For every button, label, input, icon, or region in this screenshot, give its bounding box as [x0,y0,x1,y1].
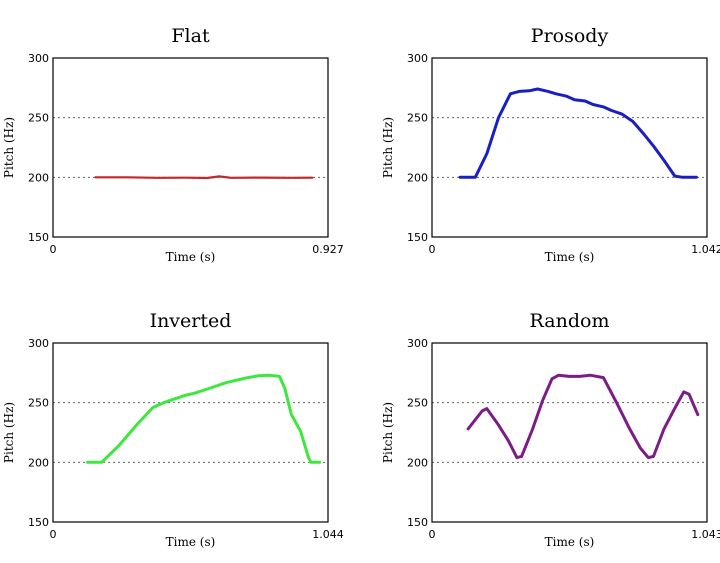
chart-title: Random [530,310,610,332]
y-tick-label: 200 [28,456,49,469]
chart-title: Flat [171,25,210,47]
x-tick-label: 0 [429,243,436,256]
y-axis-label: Pitch (Hz) [381,117,395,178]
chart-title: Prosody [531,25,609,47]
x-tick-label: 0 [50,243,57,256]
y-tick-label: 150 [407,516,428,529]
x-tick-label: 1.043 [691,528,720,541]
x-axis-label: Time (s) [545,535,595,549]
x-axis-label: Time (s) [545,250,595,264]
y-tick-label: 150 [28,516,49,529]
x-tick-label: 0 [429,528,436,541]
y-tick-label: 300 [28,52,49,65]
y-tick-label: 150 [28,231,49,244]
y-tick-label: 200 [28,171,49,184]
plot-frame [431,342,708,523]
x-axis-label: Time (s) [166,250,216,264]
plot-frame [52,342,329,523]
series-line [466,373,700,460]
y-axis-label: Pitch (Hz) [381,402,395,463]
series-line [86,373,322,464]
x-tick-label: 0.927 [312,243,344,256]
x-axis-label: Time (s) [166,535,216,549]
series-line [94,175,314,180]
y-tick-label: 250 [407,112,428,125]
y-tick-label: 300 [28,337,49,350]
y-axis-label: Pitch (Hz) [2,402,16,463]
y-tick-label: 300 [407,337,428,350]
y-tick-label: 150 [407,231,428,244]
y-tick-label: 250 [407,397,428,410]
x-tick-label: 1.042 [691,243,720,256]
x-tick-label: 0 [50,528,57,541]
series-line [458,87,698,179]
plot-frame [431,57,708,238]
x-tick-label: 1.044 [312,528,344,541]
y-tick-label: 250 [28,112,49,125]
y-tick-label: 200 [407,456,428,469]
chart-title: Inverted [150,310,232,332]
plot-frame [52,57,329,238]
y-tick-label: 200 [407,171,428,184]
y-tick-label: 250 [28,397,49,410]
y-axis-label: Pitch (Hz) [2,117,16,178]
y-tick-label: 300 [407,52,428,65]
